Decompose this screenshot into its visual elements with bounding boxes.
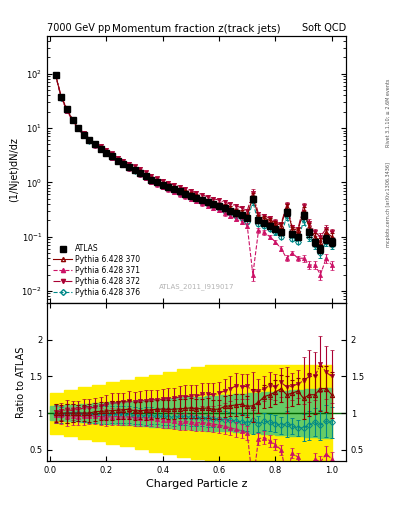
Bar — [134, 400, 149, 426]
Y-axis label: (1/Njet)dN/dz: (1/Njet)dN/dz — [9, 137, 19, 202]
Title: Momentum fraction z(track jets): Momentum fraction z(track jets) — [112, 24, 281, 34]
Bar — [149, 399, 163, 427]
Bar — [247, 393, 261, 433]
Bar — [163, 372, 177, 454]
Bar — [290, 366, 303, 461]
Text: Soft QCD: Soft QCD — [301, 23, 346, 33]
Bar — [107, 382, 120, 444]
Bar — [64, 405, 78, 421]
Bar — [177, 369, 191, 457]
Bar — [64, 390, 78, 436]
Bar — [205, 366, 219, 461]
Bar — [120, 401, 134, 425]
Bar — [233, 394, 247, 432]
Bar — [78, 388, 92, 439]
Bar — [275, 366, 290, 461]
Bar — [134, 377, 149, 449]
Y-axis label: Ratio to ATLAS: Ratio to ATLAS — [17, 346, 26, 418]
Bar — [191, 367, 205, 459]
Bar — [290, 390, 303, 436]
Bar — [303, 366, 318, 461]
Bar — [177, 397, 191, 429]
Legend: ATLAS, Pythia 6.428 370, Pythia 6.428 371, Pythia 6.428 372, Pythia 6.428 376: ATLAS, Pythia 6.428 370, Pythia 6.428 37… — [51, 242, 143, 299]
Bar — [50, 406, 64, 420]
Bar — [275, 391, 290, 435]
X-axis label: Charged Particle z: Charged Particle z — [146, 479, 247, 489]
Bar — [318, 366, 332, 461]
Bar — [92, 403, 107, 423]
Bar — [149, 375, 163, 452]
Bar — [191, 397, 205, 430]
Bar — [205, 396, 219, 431]
Bar — [92, 385, 107, 441]
Bar — [50, 393, 64, 434]
Text: mcplots.cern.ch [arXiv:1306.3436]: mcplots.cern.ch [arXiv:1306.3436] — [386, 162, 391, 247]
Bar — [318, 388, 332, 438]
Bar — [219, 366, 233, 461]
Text: 7000 GeV pp: 7000 GeV pp — [47, 23, 111, 33]
Bar — [120, 380, 134, 446]
Text: ATLAS_2011_I919017: ATLAS_2011_I919017 — [159, 284, 234, 290]
Bar — [78, 404, 92, 422]
Bar — [219, 395, 233, 432]
Bar — [261, 392, 275, 434]
Bar — [163, 398, 177, 428]
Bar — [303, 389, 318, 437]
Bar — [233, 366, 247, 461]
Bar — [107, 402, 120, 424]
Text: Rivet 3.1.10; ≥ 2.6M events: Rivet 3.1.10; ≥ 2.6M events — [386, 78, 391, 147]
Bar — [247, 366, 261, 461]
Bar — [261, 366, 275, 461]
